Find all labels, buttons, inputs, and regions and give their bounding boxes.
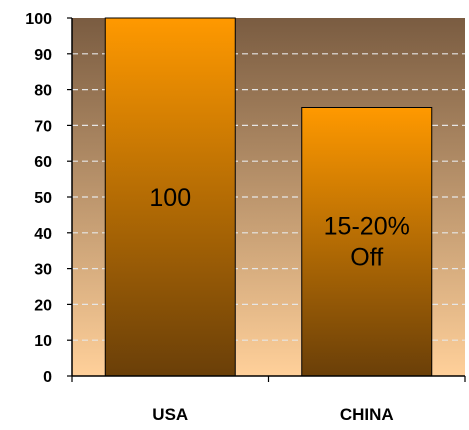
y-tick-label-60: 60 xyxy=(34,154,52,171)
bars xyxy=(104,17,433,377)
y-tick-label-70: 70 xyxy=(34,118,52,135)
y-tick-label-90: 90 xyxy=(34,47,52,64)
data-label-china-0: 15-20% xyxy=(324,212,410,240)
y-tick-label-30: 30 xyxy=(34,262,52,279)
y-tick-label-20: 20 xyxy=(34,297,52,314)
bar-usa xyxy=(104,17,236,377)
bar-china xyxy=(301,107,433,377)
y-tick-label-0: 0 xyxy=(43,369,52,386)
x-category-china: CHINA xyxy=(340,405,394,424)
data-labels: 100 15-20% Off xyxy=(149,184,409,271)
y-tick-label-10: 10 xyxy=(34,333,52,350)
y-tick-label-100: 100 xyxy=(25,11,52,28)
y-tick-label-80: 80 xyxy=(34,83,52,100)
x-category-usa: USA xyxy=(152,405,188,424)
data-label-china-1: Off xyxy=(350,243,383,271)
y-tick-label-50: 50 xyxy=(34,190,52,207)
y-tick-label-40: 40 xyxy=(34,226,52,243)
x-axis-categories: USA CHINA xyxy=(152,405,393,424)
data-label-usa-0: 100 xyxy=(149,184,191,212)
y-axis-ticks: 0 10 20 30 40 50 60 70 80 90 100 xyxy=(25,11,72,386)
